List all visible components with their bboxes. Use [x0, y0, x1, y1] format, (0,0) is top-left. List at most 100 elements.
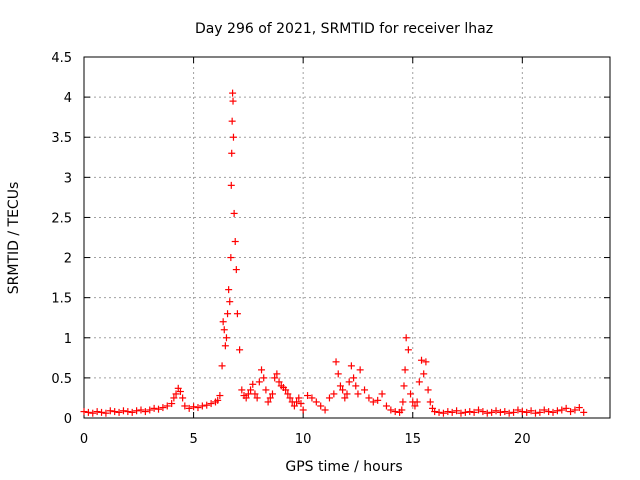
data-point [185, 404, 193, 412]
data-point [448, 408, 456, 416]
y-tick-label: 1.5 [51, 292, 72, 307]
data-point [523, 408, 531, 416]
y-axis-label: SRMTID / TECUs [6, 182, 22, 295]
data-point [227, 254, 235, 262]
y-tick-label: 2.5 [51, 211, 72, 226]
axis-ticks [83, 56, 610, 419]
data-point [536, 408, 544, 416]
data-point [435, 408, 443, 416]
data-point [229, 89, 237, 97]
data-point [247, 386, 255, 394]
data-point [268, 390, 276, 398]
data-point [365, 394, 373, 402]
data-point [558, 406, 566, 414]
data-point [220, 326, 228, 334]
data-point [119, 407, 127, 415]
data-point [347, 362, 355, 370]
data-point [439, 409, 447, 417]
data-point [444, 408, 452, 416]
data-point [387, 406, 395, 414]
data-points [80, 89, 588, 417]
data-point [224, 310, 232, 318]
data-point [137, 406, 145, 414]
y-tick-labels: 0 0.5 1 1.5 2 2.5 3 3.5 4 4.5 [51, 51, 72, 427]
data-point [297, 400, 305, 408]
data-point [400, 382, 408, 390]
grid-lines [84, 57, 610, 418]
data-point [214, 396, 222, 404]
data-point [398, 406, 406, 414]
data-point [420, 370, 428, 378]
data-point [163, 402, 171, 410]
data-point [470, 408, 478, 416]
data-point [190, 403, 198, 411]
data-point [93, 408, 101, 416]
data-point [262, 386, 270, 394]
data-point [308, 394, 316, 402]
data-point [89, 409, 97, 417]
data-point [553, 407, 561, 415]
data-point [407, 390, 415, 398]
data-point [510, 408, 518, 416]
data-point [218, 362, 226, 370]
data-point [271, 374, 279, 382]
data-point [133, 407, 141, 415]
data-point [352, 382, 360, 390]
data-point [339, 386, 347, 394]
y-tick-label: 0 [64, 412, 72, 427]
data-point [382, 402, 390, 410]
data-point [411, 402, 419, 410]
data-point [102, 409, 110, 417]
data-point [233, 310, 241, 318]
data-point [350, 374, 358, 382]
data-point [168, 400, 176, 408]
data-point [232, 266, 240, 274]
data-point [361, 386, 369, 394]
data-point [226, 298, 234, 306]
data-point [312, 398, 320, 406]
data-point [225, 286, 233, 294]
data-point [501, 408, 509, 416]
data-point [321, 406, 329, 414]
data-point [242, 394, 250, 402]
data-point [227, 181, 235, 189]
x-tick-labels: 0 5 10 15 20 [80, 432, 531, 447]
data-point [80, 408, 88, 416]
data-point [146, 406, 154, 414]
x-axis-label: GPS time / hours [285, 459, 402, 475]
x-tick-label: 10 [295, 432, 312, 447]
data-point [413, 398, 421, 406]
data-point [332, 358, 340, 366]
data-point [194, 404, 202, 412]
data-point [228, 117, 236, 125]
y-tick-label: 3 [64, 171, 72, 186]
data-point [244, 390, 252, 398]
plot-frame [83, 56, 611, 419]
data-point [286, 394, 294, 402]
data-point [431, 408, 439, 416]
data-point [475, 406, 482, 414]
data-point [341, 394, 349, 402]
data-point [238, 386, 246, 394]
data-point [150, 404, 158, 412]
data-point [290, 402, 298, 410]
data-point [282, 386, 290, 394]
data-point [426, 398, 434, 406]
data-point [295, 394, 303, 402]
data-point [293, 398, 301, 406]
data-point [496, 408, 504, 416]
data-point [198, 402, 206, 410]
data-point [128, 408, 136, 416]
data-point [492, 407, 500, 415]
data-point [155, 405, 163, 413]
data-point [325, 394, 333, 402]
data-point [391, 408, 399, 416]
data-point [159, 404, 167, 412]
data-point [466, 408, 474, 416]
data-point [236, 346, 244, 354]
data-point [343, 390, 351, 398]
data-point [330, 390, 338, 398]
data-point [336, 382, 344, 390]
data-point [251, 390, 259, 398]
data-point [540, 406, 548, 414]
